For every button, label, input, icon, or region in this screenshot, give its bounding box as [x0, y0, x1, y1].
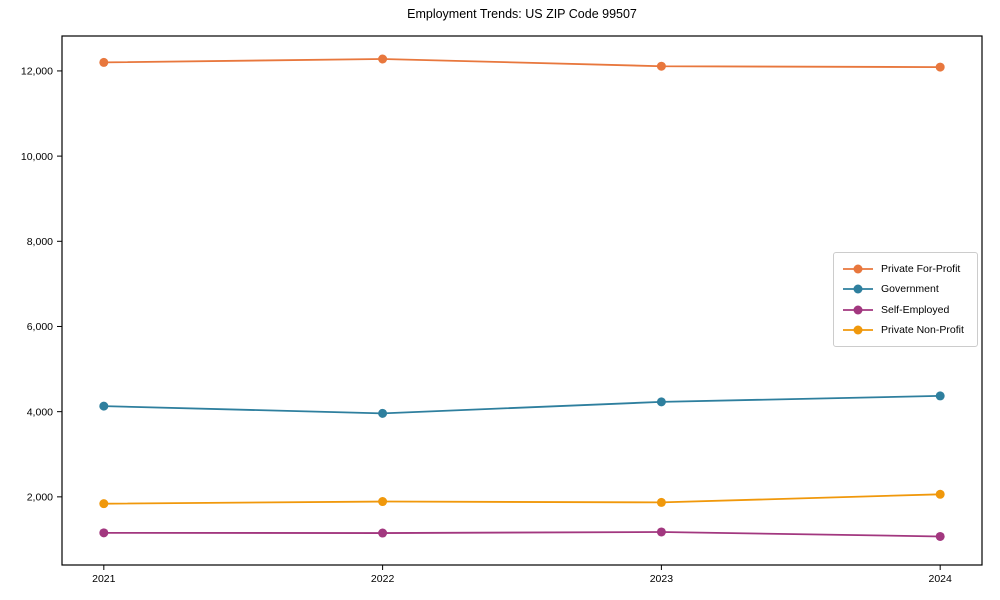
series-marker-private-non-profit — [99, 499, 109, 509]
legend-swatch-marker — [853, 264, 863, 274]
legend-swatch-icon — [843, 284, 873, 294]
series-marker-government — [378, 408, 388, 418]
legend-label: Private For-Profit — [881, 263, 961, 275]
series-marker-private-for-profit — [378, 54, 388, 64]
series-marker-self-employed — [378, 528, 388, 538]
series-line-government — [103, 395, 941, 415]
plot-frame — [61, 35, 983, 566]
chart-title: Employment Trends: US ZIP Code 99507 — [407, 7, 637, 21]
series-marker-private-for-profit — [656, 61, 666, 71]
legend-label: Self-Employed — [881, 303, 950, 316]
series-line-self-employed — [103, 531, 941, 538]
series-marker-government — [656, 397, 666, 407]
series-line-private-non-profit — [103, 493, 941, 505]
legend-swatch-marker — [853, 325, 863, 335]
series-marker-government — [935, 391, 945, 401]
series-marker-private-for-profit — [99, 57, 109, 67]
y-axis-tick-label: 8,000 — [27, 236, 53, 248]
series-line-private-for-profit — [103, 58, 941, 68]
legend-item-self-employed: Self-Employed — [842, 300, 967, 320]
series-marker-private-non-profit — [656, 497, 666, 507]
chart-legend: Private For-Profit Government Self-Employe… — [833, 252, 978, 347]
legend-label: Government — [881, 283, 939, 296]
x-axis-tick-label: 2023 — [650, 573, 674, 585]
series-marker-private-non-profit — [935, 489, 945, 499]
series-marker-private-for-profit — [935, 62, 945, 72]
legend-item-private-non-profit: Private Non-Profit — [842, 320, 967, 340]
y-axis-tick-label: 12,000 — [21, 66, 53, 78]
legend-label: Private Non-Profit — [881, 323, 964, 336]
y-axis-tick-label: 4,000 — [27, 406, 53, 418]
legend-swatch-marker — [853, 284, 863, 294]
legend-swatch-icon — [843, 264, 873, 274]
x-axis-tick-label: 2024 — [929, 573, 953, 585]
legend-item-government: Government — [842, 279, 967, 299]
series-marker-self-employed — [99, 528, 109, 538]
series-marker-government — [99, 401, 109, 411]
x-axis-tick-label: 2021 — [92, 573, 116, 585]
series-marker-self-employed — [656, 527, 666, 537]
legend-swatch-marker — [853, 305, 863, 315]
y-axis-tick-label: 2,000 — [27, 492, 53, 504]
series-marker-self-employed — [935, 531, 945, 541]
legend-swatch-icon — [843, 325, 873, 335]
series-marker-private-non-profit — [378, 497, 388, 507]
y-axis-tick-label: 6,000 — [27, 321, 53, 333]
legend-item-private-for-profit: Private For-Profit — [842, 259, 967, 279]
y-axis-tick-label: 10,000 — [21, 151, 53, 163]
x-axis-tick-label: 2022 — [371, 573, 395, 585]
legend-swatch-icon — [843, 305, 873, 315]
